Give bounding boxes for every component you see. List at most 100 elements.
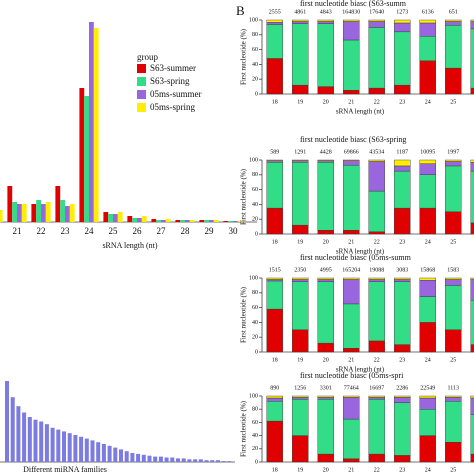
- bar-segment: [266, 401, 283, 422]
- bar: [189, 220, 195, 222]
- bar-segment: [470, 222, 474, 235]
- bar-segment: [470, 395, 474, 399]
- x-tick-label: 29: [205, 226, 215, 236]
- bar: [237, 221, 243, 222]
- x-axis-label: sRNA length (nt): [336, 248, 385, 256]
- bar-segment: [266, 19, 283, 23]
- legend-label: 05ms-spring: [150, 102, 196, 112]
- bar-count: 2555: [269, 9, 281, 15]
- x-tick-label: 24: [425, 467, 431, 473]
- bar-segment: [445, 165, 462, 212]
- bar: [93, 28, 99, 222]
- x-tick-label: 20: [323, 357, 329, 363]
- bar-segment: [343, 164, 360, 231]
- x-tick-label: 24: [85, 226, 95, 236]
- y-tick-label: 100: [249, 393, 258, 399]
- bar: [119, 449, 123, 462]
- y-tick-label: 80: [252, 172, 258, 178]
- bar-segment: [419, 163, 436, 175]
- bar-count: 22549: [420, 385, 435, 391]
- bar-segment: [394, 165, 411, 172]
- bar-segment: [266, 420, 283, 463]
- bar-segment: [266, 58, 283, 95]
- x-tick-label: 28: [181, 226, 191, 236]
- bar-segment: [266, 160, 283, 163]
- bar-segment: [470, 170, 474, 224]
- bar-count: 77464: [344, 385, 359, 391]
- bar-segment: [292, 281, 309, 331]
- bar-segment: [368, 395, 385, 398]
- bar-segment: [292, 224, 309, 235]
- x-tick-label: 21: [348, 467, 354, 473]
- bar-segment: [470, 414, 474, 455]
- x-tick-label: 21: [348, 99, 354, 105]
- x-tick-label: 23: [61, 226, 71, 236]
- bar-segment: [368, 190, 385, 232]
- bar-segment: [368, 399, 385, 455]
- bar: [39, 421, 44, 462]
- chart-title: first nucleotide biasc (S63-summ: [300, 0, 407, 8]
- bar: [101, 444, 106, 462]
- y-tick-label: 100: [249, 157, 258, 163]
- x-tick-label: 19: [297, 239, 303, 245]
- bar-count: 3083: [396, 267, 408, 273]
- bar-segment: [317, 399, 334, 455]
- bar-segment: [292, 23, 309, 86]
- bar-segment: [317, 395, 334, 398]
- x-tick-label: 22: [374, 357, 380, 363]
- x-tick-label: 27: [157, 226, 167, 236]
- bar-segment: [292, 399, 309, 436]
- y-tick-label: 40: [252, 62, 258, 68]
- bar-segment: [445, 329, 462, 353]
- bar: [136, 453, 141, 462]
- bar: [141, 216, 147, 222]
- x-tick-label: 21: [348, 357, 354, 363]
- bar-segment: [368, 159, 385, 162]
- y-axis-label: First nucleotide (%): [240, 28, 248, 85]
- legend-label: S63-spring: [150, 76, 190, 86]
- bar-segment: [445, 397, 462, 402]
- bar-count: 2350: [294, 267, 306, 273]
- bar-segment: [445, 67, 462, 95]
- bar-segment: [266, 280, 283, 310]
- bar-segment: [266, 24, 283, 59]
- bar-segment: [394, 159, 411, 167]
- bar-segment: [419, 174, 436, 209]
- bar: [151, 219, 157, 222]
- bar: [79, 88, 85, 222]
- bar-segment: [394, 395, 411, 398]
- bar: [233, 221, 238, 222]
- bar-segment: [292, 395, 309, 398]
- bar-segment: [317, 160, 334, 163]
- x-tick-label: 24: [425, 357, 431, 363]
- bar: [44, 424, 49, 462]
- x-tick-label: 30: [229, 226, 239, 236]
- bar: [16, 406, 21, 462]
- bar-count: 1291: [294, 149, 306, 155]
- bar-segment: [368, 161, 385, 192]
- bar-segment: [368, 27, 385, 89]
- bar-segment: [317, 86, 334, 95]
- bar-segment: [343, 279, 360, 305]
- bar: [210, 460, 215, 462]
- chart-title: first nucleotide biasc (05ms-spri: [300, 371, 404, 380]
- bar: [96, 442, 101, 462]
- bar: [33, 419, 38, 462]
- bar-segment: [419, 36, 436, 61]
- bar-segment: [317, 453, 334, 463]
- bar-segment: [343, 21, 360, 41]
- bar-segment: [368, 453, 385, 463]
- y-tick-label: 100: [249, 17, 258, 23]
- bar-count: 10095: [420, 149, 435, 155]
- legend-swatch: [137, 90, 146, 99]
- bar-segment: [368, 19, 385, 22]
- bar-count: 1997: [447, 149, 459, 155]
- bar: [12, 202, 17, 222]
- bar-segment: [445, 161, 462, 167]
- bar-count: 15868: [420, 267, 435, 273]
- bar-count: 1187: [396, 149, 408, 155]
- bar-segment: [445, 211, 462, 235]
- bar-segment: [343, 159, 360, 161]
- bar-segment: [266, 162, 283, 209]
- bar-count: 43534: [369, 149, 384, 155]
